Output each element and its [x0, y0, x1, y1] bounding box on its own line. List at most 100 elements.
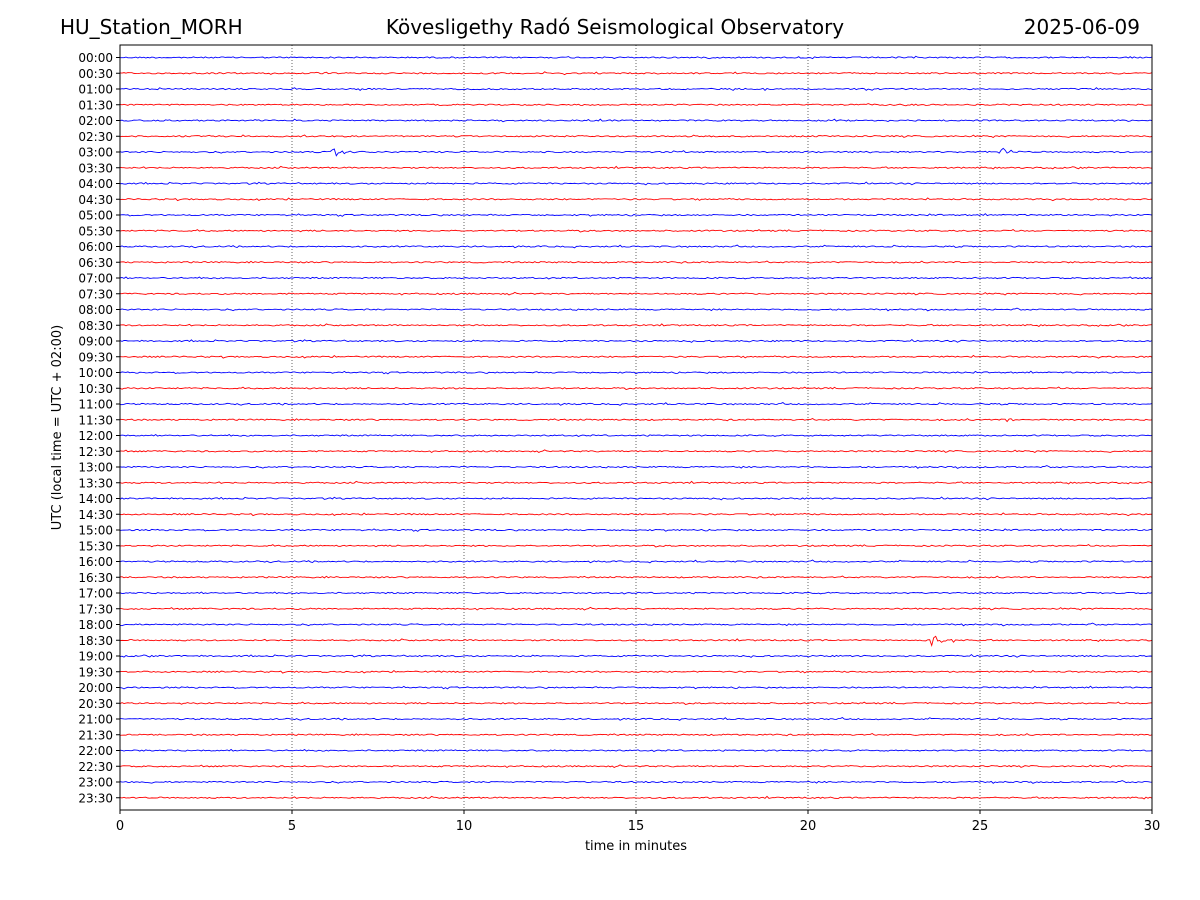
x-tick-label: 15	[628, 819, 645, 834]
y-tick-label: 07:30	[78, 287, 113, 301]
y-tick-label: 19:30	[78, 665, 113, 679]
y-tick-label: 12:30	[78, 445, 113, 459]
y-tick-label: 10:30	[78, 382, 113, 396]
y-tick-label: 15:00	[78, 524, 113, 538]
y-tick-label: 06:00	[78, 240, 113, 254]
y-tick-label: 04:00	[78, 177, 113, 191]
trace-1930	[119, 669, 1153, 674]
y-tick-label: 00:00	[78, 51, 113, 65]
x-axis-label: time in minutes	[585, 839, 687, 854]
observatory-title: Kövesligethy Radó Seismological Observat…	[385, 15, 845, 39]
trace-1630	[119, 575, 1153, 579]
y-tick-label: 13:00	[78, 461, 113, 475]
y-tick-label: 16:30	[78, 571, 113, 585]
trace-1900	[119, 653, 1153, 658]
trace-0300	[119, 147, 1153, 157]
y-tick-label: 23:00	[78, 776, 113, 790]
y-tick-label: 02:00	[78, 114, 113, 128]
trace-1130	[119, 417, 1153, 423]
trace-1200	[119, 433, 1153, 437]
y-tick-label: 03:30	[78, 161, 113, 175]
record-date: 2025-06-09	[1023, 15, 1140, 39]
y-tick-label: 12:00	[78, 429, 113, 443]
trace-0500	[119, 213, 1153, 217]
y-axis-label: UTC (local time = UTC + 02:00)	[50, 325, 65, 530]
y-tick-label: 02:30	[78, 130, 113, 144]
trace-2200	[119, 748, 1153, 752]
trace-1730	[119, 606, 1153, 611]
trace-0000	[119, 55, 1153, 60]
trace-0830	[119, 323, 1153, 328]
y-tick-label: 22:30	[78, 760, 113, 774]
x-tick-label: 25	[972, 819, 989, 834]
y-tick-label: 05:30	[78, 224, 113, 238]
y-tick-label: 18:00	[78, 618, 113, 632]
trace-1300	[119, 465, 1153, 469]
y-tick-label: 03:00	[78, 146, 113, 160]
y-tick-label: 11:30	[78, 413, 113, 427]
trace-0930	[119, 354, 1153, 359]
trace-1700	[119, 591, 1153, 595]
trace-0630	[119, 260, 1153, 264]
trace-1530	[119, 544, 1153, 548]
x-tick-label: 20	[800, 819, 817, 834]
trace-0100	[119, 87, 1153, 91]
trace-0700	[119, 276, 1153, 280]
trace-0030	[119, 71, 1153, 76]
trace-0900	[119, 338, 1153, 343]
trace-1800	[119, 622, 1153, 627]
trace-2030	[119, 701, 1153, 706]
y-tick-label: 07:00	[78, 272, 113, 286]
trace-1100	[119, 402, 1153, 406]
y-tick-label: 11:00	[78, 398, 113, 412]
y-tick-label: 01:30	[78, 98, 113, 112]
trace-1230	[119, 449, 1153, 454]
trace-2000	[119, 685, 1153, 690]
y-tick-label: 09:00	[78, 335, 113, 349]
y-tick-label: 04:30	[78, 193, 113, 207]
trace-0130	[119, 103, 1153, 107]
y-tick-label: 23:30	[78, 791, 113, 805]
trace-0600	[119, 244, 1153, 249]
trace-2130	[119, 732, 1153, 737]
y-tick-label: 18:30	[78, 634, 113, 648]
trace-1830	[119, 635, 1153, 648]
y-tick-label: 01:00	[78, 83, 113, 97]
y-tick-label: 13:30	[78, 476, 113, 490]
y-tick-label: 05:00	[78, 209, 113, 223]
y-tick-label: 22:00	[78, 744, 113, 758]
trace-0430	[119, 197, 1153, 202]
y-tick-label: 14:30	[78, 508, 113, 522]
trace-1030	[119, 386, 1153, 391]
trace-0730	[119, 291, 1153, 296]
station-name: HU_Station_MORH	[60, 15, 243, 39]
y-tick-label: 16:00	[78, 555, 113, 569]
trace-1330	[119, 480, 1153, 485]
trace-0230	[119, 134, 1153, 139]
trace-1430	[119, 512, 1153, 517]
y-tick-label: 08:00	[78, 303, 113, 317]
trace-1000	[119, 370, 1153, 375]
trace-0800	[119, 307, 1153, 312]
y-tick-label: 14:00	[78, 492, 113, 506]
trace-0200	[119, 118, 1153, 123]
trace-2100	[119, 717, 1153, 721]
y-tick-label: 21:30	[78, 728, 113, 742]
y-tick-label: 17:30	[78, 602, 113, 616]
x-tick-label: 30	[1144, 819, 1161, 834]
y-tick-label: 20:00	[78, 681, 113, 695]
x-tick-label: 10	[456, 819, 473, 834]
y-tick-label: 21:00	[78, 713, 113, 727]
x-tick-label: 0	[116, 819, 124, 834]
trace-1400	[119, 496, 1153, 501]
trace-2230	[119, 764, 1153, 769]
y-tick-label: 19:00	[78, 650, 113, 664]
trace-0330	[119, 165, 1153, 170]
y-tick-label: 00:30	[78, 67, 113, 81]
y-tick-label: 08:30	[78, 319, 113, 333]
y-tick-label: 20:30	[78, 697, 113, 711]
trace-1600	[119, 559, 1153, 564]
trace-0400	[119, 181, 1153, 186]
y-tick-label: 09:30	[78, 350, 113, 364]
